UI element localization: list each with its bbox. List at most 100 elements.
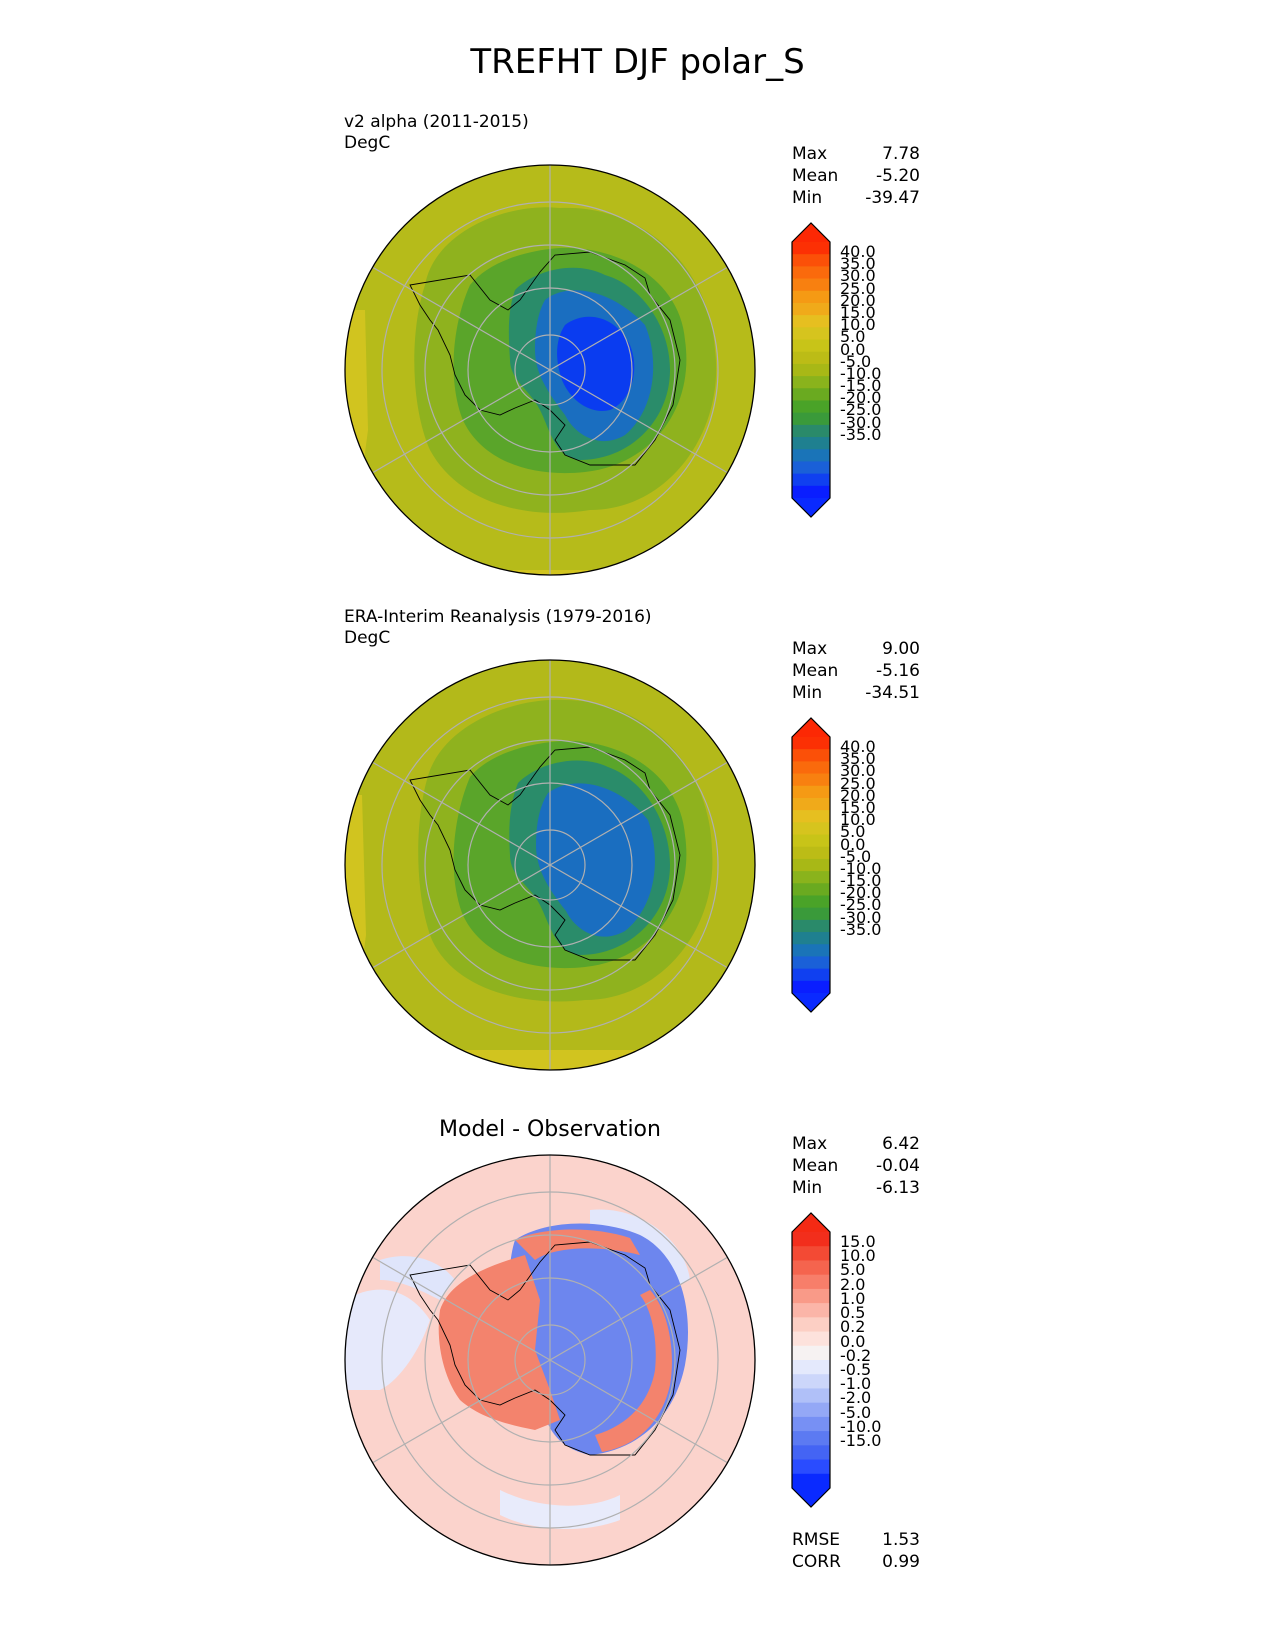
colorbar-under-extension bbox=[792, 993, 830, 1012]
colorbar-tick-label: -15.0 bbox=[840, 871, 882, 891]
colorbar-swatch bbox=[792, 1459, 830, 1475]
panel-3-stats: Max 6.42 Mean -0.04 Min -6.13 bbox=[792, 1133, 920, 1199]
colorbar-swatch bbox=[792, 1431, 830, 1446]
colorbar-swatch bbox=[792, 895, 830, 909]
colorbar-swatch bbox=[792, 773, 830, 787]
colorbar-swatch bbox=[792, 1345, 830, 1361]
positive-anomaly-zone-coast bbox=[595, 1290, 672, 1452]
colorbar-over-extension bbox=[792, 1213, 830, 1232]
colorbar-swatch bbox=[792, 822, 830, 836]
colorbar-swatch bbox=[792, 339, 830, 353]
colorbar-tick-label: -25.0 bbox=[840, 400, 882, 420]
colorbar-swatch bbox=[792, 424, 830, 438]
panel-3-colorbar bbox=[791, 1212, 831, 1508]
panel-3-title: Model - Observation bbox=[439, 1117, 661, 1142]
outer-rim-field bbox=[345, 310, 368, 490]
colorbar-swatch bbox=[792, 932, 830, 945]
colorbar-swatch bbox=[792, 449, 830, 463]
colorbar-swatch bbox=[792, 919, 830, 933]
colorbar-over-extension bbox=[792, 718, 830, 737]
colorbar-swatch bbox=[792, 980, 830, 994]
colorbar-tick-label: -20.0 bbox=[840, 388, 882, 408]
colorbar-swatch bbox=[792, 242, 830, 255]
colorbar-tick-label: 20.0 bbox=[840, 290, 876, 310]
colorbar-tick-label: 30.0 bbox=[840, 266, 876, 286]
colorbar-swatch bbox=[792, 315, 830, 328]
min-label: Min bbox=[792, 683, 823, 703]
colorbar-tick-label: 0.0 bbox=[840, 1331, 866, 1351]
colorbar-swatch bbox=[792, 1246, 830, 1262]
colorbar-tick-label: -10.0 bbox=[840, 858, 882, 878]
interior-zone-3 bbox=[557, 316, 635, 411]
colorbar-swatch bbox=[792, 1331, 830, 1347]
colorbar-swatch bbox=[792, 1473, 830, 1489]
colorbar-tick-label: 0.2 bbox=[840, 1317, 866, 1337]
colorbar-tick-label: 2.0 bbox=[840, 1274, 866, 1294]
colorbar-tick-label: 35.0 bbox=[840, 749, 876, 769]
map-boundary bbox=[344, 659, 756, 1071]
positive-anomaly-zone-west bbox=[438, 1255, 560, 1430]
colorbar-swatch bbox=[792, 1360, 830, 1375]
colorbar-tick-label: 15.0 bbox=[840, 302, 876, 322]
colorbar-swatch bbox=[792, 1232, 830, 1247]
colorbar-swatch bbox=[792, 834, 830, 848]
colorbar-tick-label: -35.0 bbox=[840, 919, 882, 939]
colorbar-tick-label: 5.0 bbox=[840, 1260, 866, 1280]
colorbar-tick-label: -5.0 bbox=[840, 846, 872, 866]
colorbar-tick-label: -2.0 bbox=[840, 1388, 872, 1408]
min-label: Min bbox=[792, 188, 823, 208]
colorbar-swatch bbox=[792, 327, 830, 341]
colorbar-swatch bbox=[792, 254, 830, 267]
min-value: -39.47 bbox=[865, 188, 920, 208]
max-value: 9.00 bbox=[882, 639, 920, 659]
colorbar-swatch bbox=[792, 907, 830, 921]
corr-label: CORR bbox=[792, 1552, 841, 1572]
colorbar-tick-label: 25.0 bbox=[840, 278, 876, 298]
panel-2-title: ERA-Interim Reanalysis (1979-2016) DegC bbox=[344, 607, 652, 649]
max-label: Max bbox=[792, 1134, 828, 1154]
colorbar-tick-label: 15.0 bbox=[840, 797, 876, 817]
colorbar-swatch bbox=[792, 883, 830, 897]
graticule bbox=[359, 1155, 741, 1565]
colorbar-swatch bbox=[792, 944, 830, 958]
coastline bbox=[409, 1241, 681, 1456]
mean-value: -0.04 bbox=[876, 1156, 920, 1176]
panel-2-units: DegC bbox=[344, 628, 391, 648]
map-boundary bbox=[344, 1154, 756, 1566]
panel-1-title: v2 alpha (2011-2015) DegC bbox=[344, 112, 529, 154]
colorbar-swatch bbox=[792, 1402, 830, 1418]
colorbar-tick-label: 40.0 bbox=[840, 242, 876, 261]
panel-2-colorbar bbox=[791, 717, 831, 1013]
figure-title: TREFHT DJF polar_S bbox=[470, 42, 805, 82]
colorbar-swatch bbox=[792, 363, 830, 377]
panel-1-colorbar bbox=[791, 222, 831, 518]
colorbar-swatch bbox=[792, 461, 830, 475]
colorbar-swatch bbox=[792, 737, 830, 750]
panel-2-title-line1: ERA-Interim Reanalysis (1979-2016) bbox=[344, 607, 652, 627]
colorbar-tick-label: -30.0 bbox=[840, 412, 882, 432]
colorbar-swatch bbox=[792, 1374, 830, 1390]
colorbar-over-extension bbox=[792, 223, 830, 242]
colorbar-swatch bbox=[792, 400, 830, 414]
max-label: Max bbox=[792, 639, 828, 659]
colorbar-swatch bbox=[792, 376, 830, 389]
colorbar-tick-label: 10.0 bbox=[840, 315, 876, 335]
colorbar-swatch bbox=[792, 761, 830, 775]
colorbar-tick-label: -15.0 bbox=[840, 1431, 882, 1451]
colorbar-swatch bbox=[792, 956, 830, 970]
panel-1-title-line1: v2 alpha (2011-2015) bbox=[344, 112, 529, 132]
negative-anomaly-zone bbox=[509, 1223, 688, 1455]
min-value: -6.13 bbox=[876, 1178, 920, 1198]
colorbar-tick-label: 15.0 bbox=[840, 1232, 876, 1251]
colorbar-tick-label: -30.0 bbox=[840, 907, 882, 927]
colorbar-swatch bbox=[792, 437, 830, 450]
colorbar-tick-label: 5.0 bbox=[840, 327, 866, 347]
colorbar-swatch bbox=[792, 1260, 830, 1276]
colorbar-tick-label: 5.0 bbox=[840, 822, 866, 842]
colorbar-tick-label: -20.0 bbox=[840, 883, 882, 903]
colorbar-tick-label: -10.0 bbox=[840, 363, 882, 383]
panel-3-polar-map bbox=[344, 1154, 756, 1566]
rmse-label: RMSE bbox=[792, 1530, 841, 1550]
colorbar-tick-label: -5.0 bbox=[840, 351, 872, 371]
mean-value: -5.20 bbox=[876, 166, 920, 186]
